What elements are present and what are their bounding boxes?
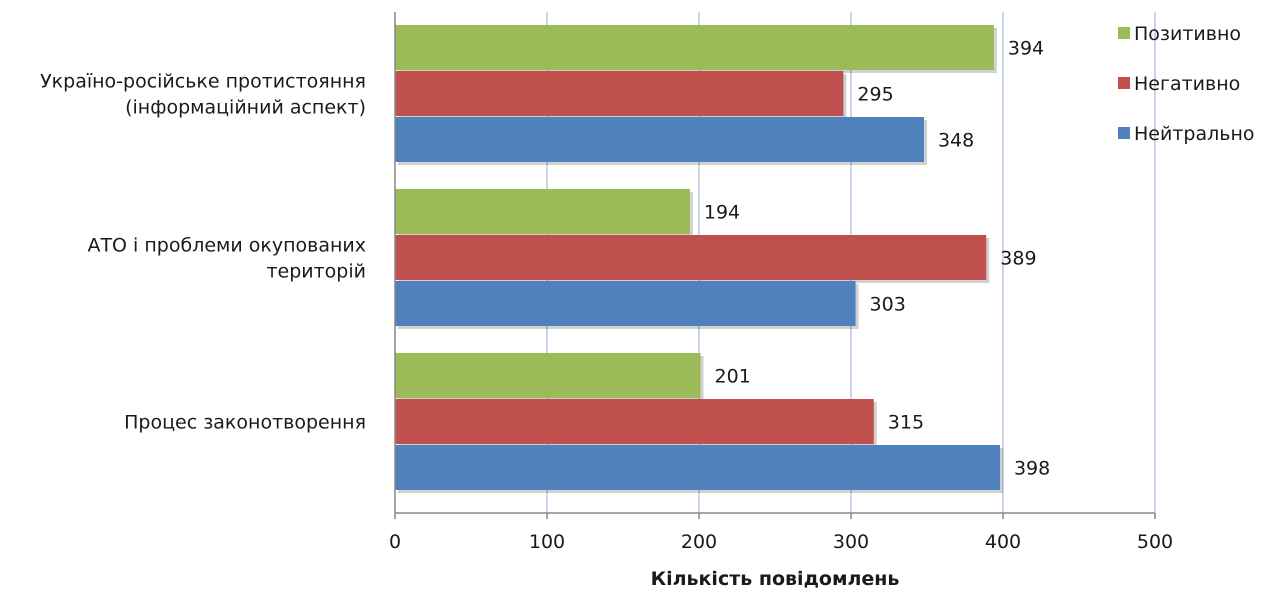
data-label: 295 (857, 84, 893, 106)
category-label: АТО і проблеми окупованих (87, 235, 366, 257)
x-tick-label: 400 (985, 531, 1021, 553)
data-label: 201 (715, 366, 751, 388)
data-label: 398 (1014, 458, 1050, 480)
x-tick-label: 500 (1137, 531, 1173, 553)
x-tick-label: 100 (529, 531, 565, 553)
legend-label: Негативно (1134, 73, 1240, 95)
bar (395, 189, 690, 234)
x-tick-label: 200 (681, 531, 717, 553)
bar (395, 235, 987, 280)
bar (395, 353, 701, 398)
x-axis: 0 100 200 300 400 500 (389, 12, 1173, 553)
category-label: територій (266, 261, 366, 283)
category-label: Україно-російське протистояння (40, 71, 366, 93)
legend: Позитивно Негативно Нейтрально (1118, 23, 1255, 145)
data-label: 315 (888, 412, 924, 434)
category-label: (інформаційний аспект) (125, 97, 366, 119)
data-labels: 394 295 348 194 389 303 201 315 398 (704, 38, 1050, 480)
bar (395, 25, 994, 70)
data-label: 303 (870, 294, 906, 316)
x-tick-label: 0 (389, 531, 401, 553)
bars (395, 25, 1003, 493)
legend-label: Нейтрально (1134, 123, 1255, 145)
bar (395, 445, 1000, 490)
category-label: Процес законотворення (124, 412, 366, 434)
data-label: 394 (1008, 38, 1044, 60)
legend-label: Позитивно (1134, 23, 1241, 45)
bar (395, 117, 924, 162)
bar (395, 71, 844, 116)
bar (395, 281, 856, 326)
legend-swatch (1118, 27, 1130, 39)
x-tick-label: 300 (833, 531, 869, 553)
data-label: 348 (938, 130, 974, 152)
data-label: 194 (704, 202, 740, 224)
x-axis-title: Кількість повідомлень (651, 568, 900, 589)
bar (395, 399, 874, 444)
legend-swatch (1118, 77, 1130, 89)
category-labels: Україно-російське протистояння (інформаці… (40, 71, 366, 434)
legend-swatch (1118, 127, 1130, 139)
data-label: 389 (1000, 248, 1036, 270)
